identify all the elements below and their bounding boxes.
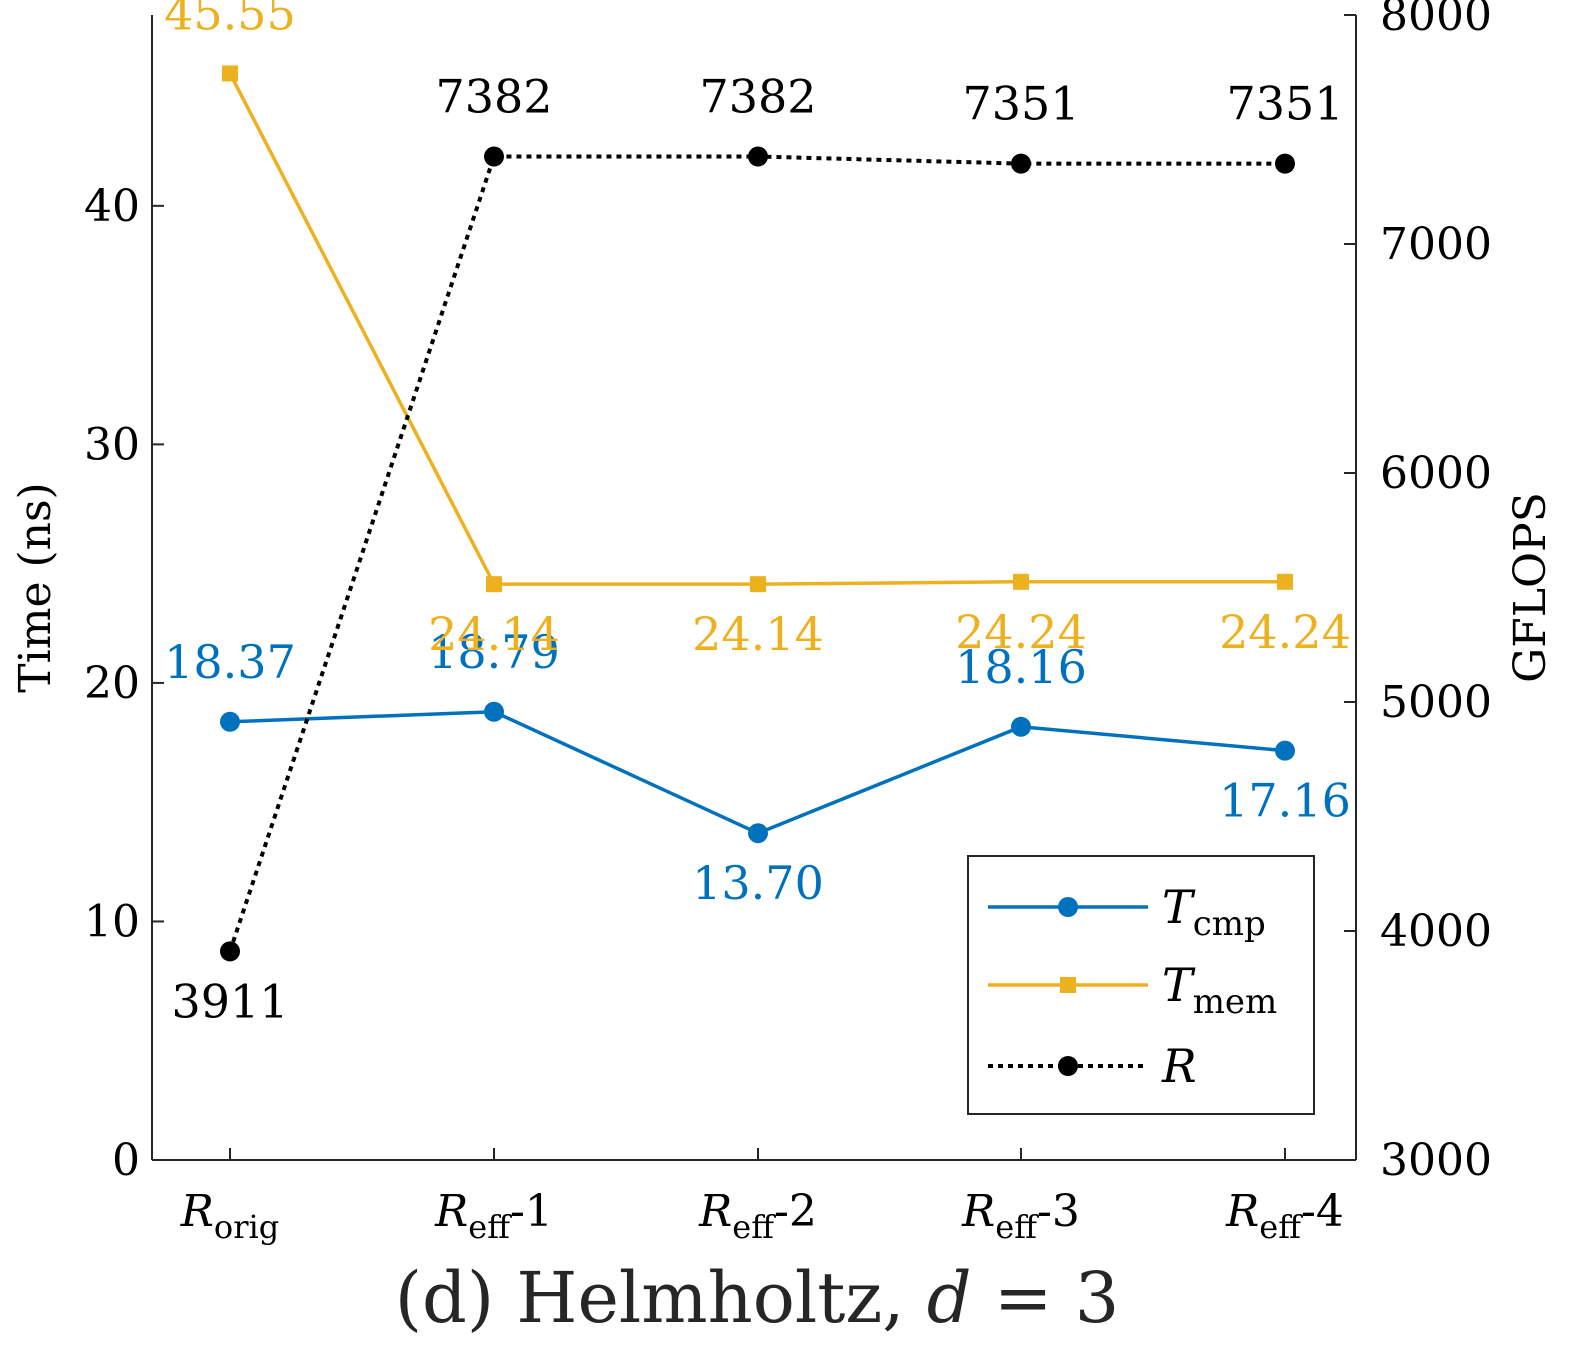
data-point-R [748, 146, 768, 167]
data-label-R: 3911 [171, 974, 288, 1028]
data-label-T_cmp: 13.70 [692, 856, 824, 910]
data-label-T_mem: 24.24 [1219, 605, 1351, 659]
x-tick-label: Rorig [180, 1186, 279, 1246]
legend: Tcmp Tmem R [967, 855, 1315, 1115]
data-point-R [484, 146, 504, 167]
data-point-T_mem [750, 576, 766, 593]
x-tick-label: Reff-1 [434, 1186, 553, 1246]
right-tick-label: 8000 [1380, 0, 1492, 41]
x-tick-label: Reff-3 [961, 1186, 1080, 1246]
right-tick-label: 3000 [1380, 1135, 1492, 1186]
data-label-T_cmp: 17.16 [1219, 774, 1351, 828]
right-tick-label: 7000 [1380, 219, 1492, 270]
data-label-R: 7351 [1226, 77, 1343, 131]
left-tick-label: 40 [84, 181, 140, 232]
chart-title: (d) Helmholtz, d = 3 [395, 1257, 1120, 1339]
legend-label-R: R [1161, 1039, 1197, 1093]
right-tick-label: 5000 [1380, 677, 1492, 728]
data-point-T_mem [486, 576, 502, 593]
left-tick-label: 20 [84, 658, 140, 709]
data-labels: 18.37 18.79 13.70 18.16 17.16 45.55 24.14 24.14… [164, 0, 1351, 1028]
data-point-T_mem [1013, 573, 1029, 590]
series-line-T_cmp [229, 710, 1286, 836]
x-tick-label: Reff-2 [698, 1186, 817, 1246]
legend-label-T_cmp: Tcmp [1162, 880, 1266, 944]
left-tick-label: 10 [84, 896, 140, 947]
data-point-T_cmp [220, 711, 240, 732]
data-label-R: 7351 [962, 77, 1079, 131]
data-point-T_cmp [1275, 740, 1295, 761]
data-point-R [1011, 153, 1031, 174]
legend-marker-T_mem [1060, 977, 1076, 993]
x-tick-label: Reff-4 [1225, 1186, 1344, 1246]
data-point-R [1275, 153, 1295, 174]
data-label-T_mem: 24.14 [692, 607, 824, 661]
data-point-T_cmp [748, 823, 768, 844]
y-axis-title-right: GFLOPS [1505, 492, 1556, 683]
data-label-T_mem: 24.14 [428, 607, 560, 661]
y-axis-title: Time (ns) [10, 482, 61, 692]
right-tick-label: 4000 [1380, 906, 1492, 957]
data-point-T_mem [222, 65, 238, 82]
data-point-T_cmp [484, 701, 504, 722]
legend-marker-R [1058, 1056, 1078, 1076]
data-point-T_cmp [1011, 716, 1031, 737]
data-label-T_mem: 24.24 [955, 605, 1087, 659]
data-label-T_cmp: 18.37 [164, 635, 296, 689]
data-point-T_mem [1277, 573, 1293, 590]
data-label-T_mem: 45.55 [164, 0, 296, 40]
caption: (d) Helmholtz, d = 3 [395, 1257, 1120, 1339]
right-tick-label: 6000 [1380, 448, 1492, 499]
series-group [220, 65, 1295, 962]
data-label-T_cmp: 18.16 [955, 640, 1087, 694]
data-label-R: 7382 [699, 70, 816, 124]
left-tick-label: 0 [112, 1135, 140, 1186]
data-label-T_cmp: 18.79 [428, 625, 560, 679]
legend-marker-T_cmp [1058, 897, 1078, 917]
axes: 0 10 20 30 40 3000 4000 5000 6000 7000 8000 Rorig Re… [10, 0, 1556, 1246]
data-label-R: 7382 [435, 70, 552, 124]
left-tick-label: 30 [84, 419, 140, 470]
data-point-R [220, 941, 240, 962]
legend-label-T_mem: Tmem [1162, 958, 1277, 1022]
